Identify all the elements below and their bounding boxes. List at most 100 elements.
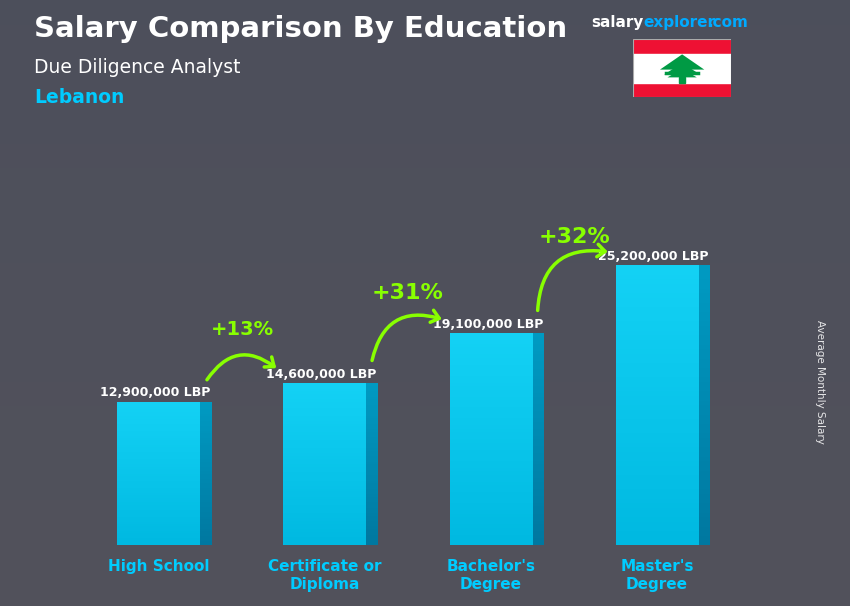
Bar xyxy=(283,421,366,424)
Bar xyxy=(283,407,366,410)
Bar xyxy=(366,475,378,478)
Bar xyxy=(201,531,212,533)
Bar xyxy=(615,387,699,391)
Bar xyxy=(450,333,533,337)
Bar xyxy=(699,424,711,429)
Bar xyxy=(366,508,378,510)
Bar xyxy=(450,534,533,538)
Bar xyxy=(699,265,711,270)
Bar xyxy=(201,476,212,479)
Bar xyxy=(699,378,711,382)
Bar xyxy=(366,488,378,491)
Bar xyxy=(366,502,378,505)
Bar xyxy=(615,382,699,387)
Bar xyxy=(699,457,711,461)
Bar xyxy=(283,427,366,429)
Bar xyxy=(117,414,201,416)
Bar xyxy=(450,337,533,341)
Bar xyxy=(117,462,201,464)
Bar xyxy=(366,534,378,538)
Bar xyxy=(450,485,533,489)
Bar xyxy=(201,469,212,471)
Bar xyxy=(201,507,212,510)
Bar xyxy=(615,391,699,396)
Bar xyxy=(366,388,378,391)
Bar xyxy=(201,541,212,543)
Bar xyxy=(283,540,366,543)
Bar xyxy=(283,529,366,532)
Bar xyxy=(283,459,366,462)
Bar xyxy=(533,510,544,513)
Bar xyxy=(450,507,533,510)
Bar xyxy=(615,480,699,485)
Bar xyxy=(117,467,201,469)
Bar xyxy=(366,499,378,502)
Polygon shape xyxy=(664,63,700,75)
Bar xyxy=(633,82,731,97)
Bar xyxy=(699,396,711,401)
Bar xyxy=(450,457,533,461)
Bar xyxy=(117,469,201,471)
Bar xyxy=(615,396,699,401)
Bar xyxy=(699,382,711,387)
Bar xyxy=(201,510,212,512)
Bar xyxy=(201,450,212,452)
Bar xyxy=(201,498,212,500)
Bar xyxy=(366,405,378,407)
Bar xyxy=(699,504,711,508)
Bar xyxy=(615,471,699,475)
Bar xyxy=(366,391,378,394)
Bar xyxy=(533,379,544,383)
Bar xyxy=(283,383,366,386)
Bar xyxy=(201,402,212,404)
Bar xyxy=(117,436,201,438)
Bar xyxy=(699,321,711,326)
Bar xyxy=(533,528,544,531)
Bar xyxy=(283,488,366,491)
Bar xyxy=(201,414,212,416)
Bar xyxy=(533,447,544,450)
Bar xyxy=(699,471,711,475)
Bar xyxy=(117,476,201,479)
Bar xyxy=(615,490,699,494)
Bar xyxy=(201,514,212,517)
Bar xyxy=(283,508,366,510)
Bar xyxy=(533,439,544,443)
Bar xyxy=(450,450,533,453)
Text: +31%: +31% xyxy=(372,283,444,303)
Bar xyxy=(699,475,711,480)
Bar xyxy=(615,317,699,321)
Bar xyxy=(699,350,711,354)
Bar xyxy=(699,513,711,518)
Bar xyxy=(450,496,533,499)
Bar xyxy=(699,303,711,307)
Bar xyxy=(117,459,201,462)
Bar xyxy=(533,478,544,482)
Text: +32%: +32% xyxy=(538,227,610,247)
Bar xyxy=(450,390,533,393)
Bar xyxy=(117,502,201,505)
Bar xyxy=(533,390,544,393)
Bar xyxy=(201,424,212,426)
Bar xyxy=(117,528,201,531)
Bar xyxy=(533,489,544,492)
Bar xyxy=(699,405,711,410)
Bar xyxy=(699,443,711,447)
Bar xyxy=(615,466,699,471)
Bar xyxy=(533,383,544,386)
Bar xyxy=(615,504,699,508)
Bar xyxy=(533,418,544,422)
Bar xyxy=(117,531,201,533)
Bar xyxy=(615,345,699,350)
Bar xyxy=(283,429,366,432)
Bar xyxy=(366,491,378,494)
Bar xyxy=(283,410,366,413)
Bar xyxy=(533,496,544,499)
Bar xyxy=(366,421,378,424)
Bar xyxy=(450,407,533,411)
Bar xyxy=(615,531,699,536)
Text: Average Monthly Salary: Average Monthly Salary xyxy=(815,320,825,444)
Bar xyxy=(450,447,533,450)
Bar xyxy=(633,39,731,54)
Text: +13%: +13% xyxy=(211,320,274,339)
